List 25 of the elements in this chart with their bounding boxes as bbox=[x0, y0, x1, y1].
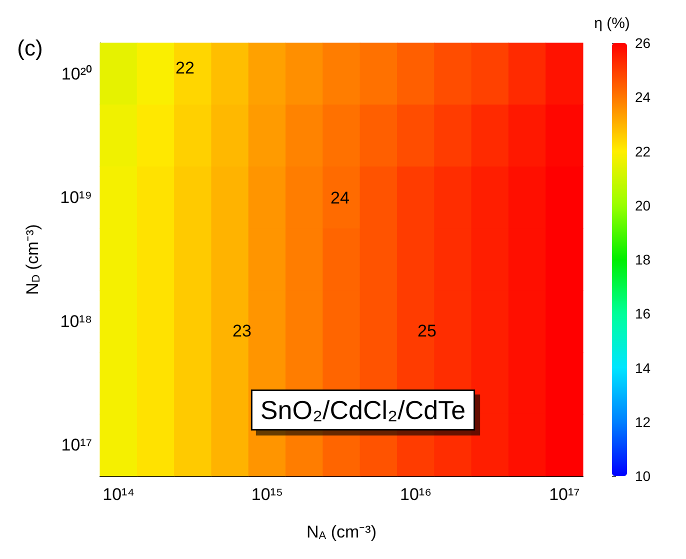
color-bar-label: 12 bbox=[635, 414, 651, 430]
color-bar-label: 14 bbox=[635, 360, 651, 376]
color-bar-label: 24 bbox=[635, 89, 651, 106]
annotation: 24 bbox=[330, 188, 350, 208]
y-tick-label: 10²⁰ bbox=[61, 64, 92, 84]
x-tick-label: 10¹⁵ bbox=[251, 485, 284, 504]
annotation: 25 bbox=[418, 322, 436, 340]
color-bar-label: 18 bbox=[635, 252, 651, 268]
x-tick-label: 10¹⁶ bbox=[400, 485, 432, 504]
color-bar-label: 20 bbox=[635, 197, 651, 214]
color-bar-label: 10 bbox=[635, 468, 651, 484]
annotation: 23 bbox=[232, 322, 252, 340]
y-tick-label: 10¹⁸ bbox=[60, 312, 92, 331]
y-tick-label: 10¹⁷ bbox=[61, 436, 92, 455]
x-tick-label: 10¹⁴ bbox=[102, 485, 135, 504]
x-tick-label: 10¹⁷ bbox=[549, 485, 580, 504]
color-bar-label: 26 bbox=[635, 35, 651, 51]
color-bar-label: 16 bbox=[635, 306, 651, 322]
color-bar-title: η (%) bbox=[594, 15, 630, 32]
y-tick-label: 10¹⁹ bbox=[60, 188, 92, 208]
annotation: SnO₂/CdCl₂/CdTe bbox=[260, 395, 466, 425]
annotation: 22 bbox=[176, 58, 194, 78]
y-axis-title: ND (cm⁻³) bbox=[22, 224, 42, 295]
color-bar-label: 22 bbox=[635, 143, 651, 160]
text: (c) bbox=[17, 36, 43, 60]
